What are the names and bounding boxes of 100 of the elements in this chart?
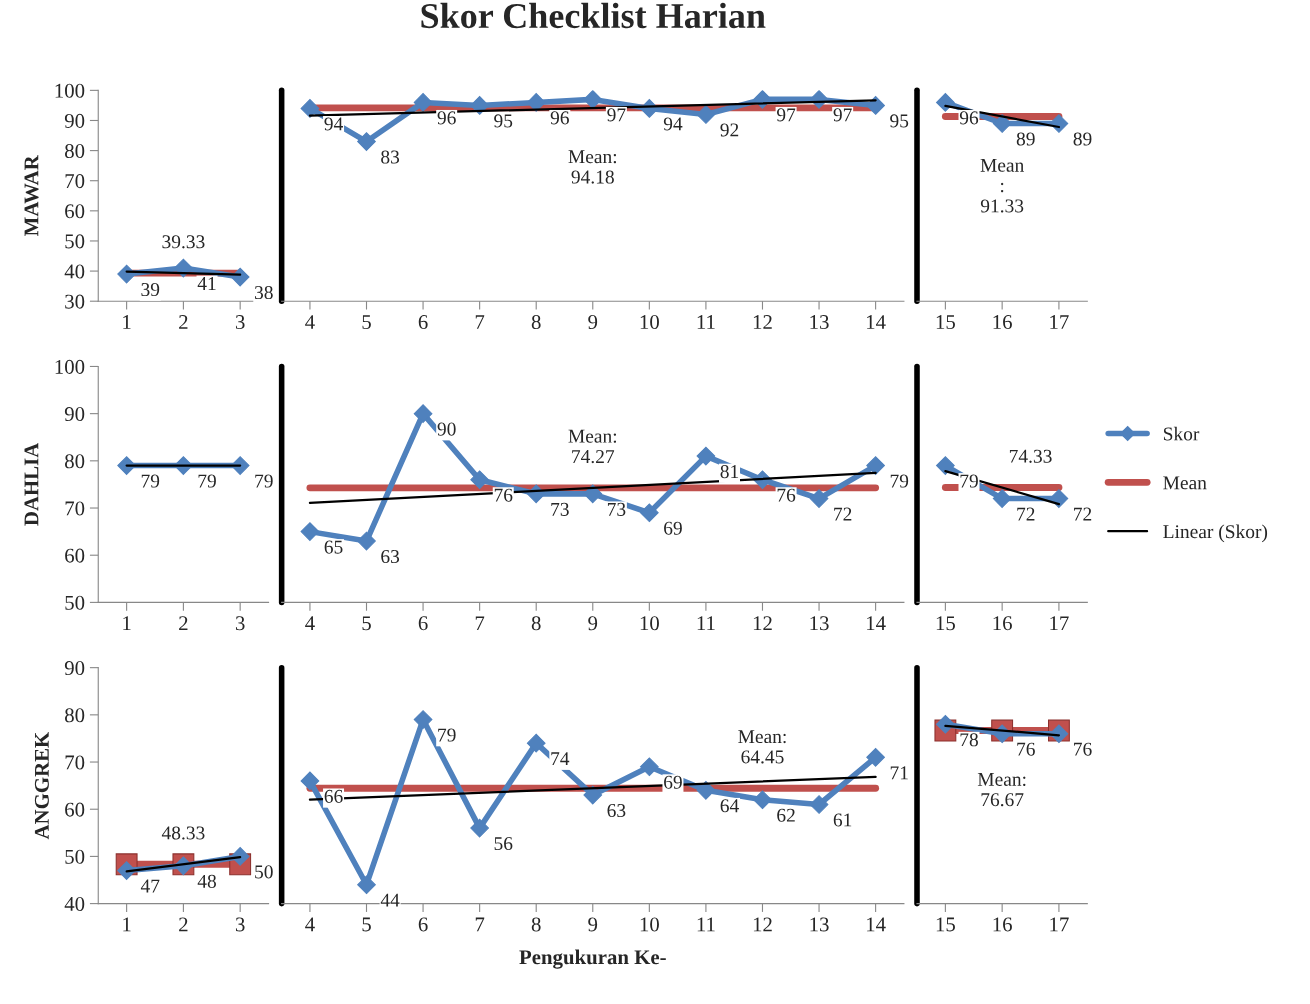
- data-label: 76: [494, 488, 513, 502]
- x-tick-label: 13: [810, 616, 829, 631]
- x-tick-label: 11: [697, 315, 715, 329]
- x-tick-label: 6: [418, 917, 428, 932]
- annotation: Mean: 74.27: [568, 429, 617, 464]
- y-tick-label: 70: [65, 755, 85, 770]
- data-label: 38: [254, 286, 273, 300]
- data-label: 63: [607, 804, 626, 818]
- x-tick-label: 17: [1050, 315, 1069, 329]
- data-label: 69: [664, 775, 682, 789]
- x-tick-label: 9: [588, 315, 598, 330]
- chart-title: Skor Checklist Harian: [421, 2, 766, 29]
- x-tick-label: 11: [697, 917, 715, 932]
- data-label: 83: [381, 150, 400, 164]
- y-tick-label: 80: [65, 708, 85, 723]
- data-label: 81: [720, 465, 739, 479]
- data-label: 76: [1074, 742, 1092, 756]
- x-tick-label: 2: [179, 315, 188, 329]
- x-tick-label: 16: [993, 616, 1012, 631]
- data-label: 89: [1016, 132, 1035, 146]
- x-tick-label: 7: [475, 315, 485, 329]
- y-tick-label: 100: [55, 83, 85, 98]
- data-label: 73: [607, 502, 626, 516]
- x-tick-label: 2: [179, 616, 188, 631]
- data-label: 74: [551, 752, 570, 765]
- data-label: 79: [438, 728, 456, 742]
- data-label: 97: [776, 108, 796, 122]
- annotation: Mean: 64.45: [738, 730, 786, 764]
- x-tick-label: 4: [305, 315, 315, 329]
- data-label: 65: [324, 540, 343, 554]
- x-tick-label: 2: [179, 917, 188, 932]
- x-tick-label: 9: [588, 616, 598, 631]
- data-label: 79: [960, 474, 978, 488]
- x-tick-label: 14: [867, 616, 886, 631]
- x-tick-label: 16: [993, 917, 1012, 932]
- x-tick-label: 3: [235, 315, 245, 330]
- x-tick-label: 12: [753, 616, 772, 631]
- y-tick-label: 60: [65, 548, 85, 563]
- data-label: 79: [255, 474, 273, 488]
- x-tick-label: 8: [531, 616, 541, 631]
- data-label: 92: [720, 123, 739, 137]
- data-label: 76: [777, 488, 796, 502]
- annotation: Mean: 76.67: [977, 772, 1026, 807]
- y-tick-label: 30: [65, 294, 85, 309]
- x-tick-label: 17: [1050, 917, 1069, 932]
- x-tick-label: 10: [640, 616, 659, 631]
- data-label: 72: [834, 507, 852, 521]
- data-label: 97: [607, 108, 626, 122]
- y-tick-label: 90: [64, 661, 85, 676]
- data-label: 72: [1074, 507, 1092, 521]
- data-label: 79: [198, 474, 216, 488]
- y-tick-label: 80: [65, 143, 85, 159]
- data-label: 79: [890, 474, 909, 488]
- data-label: 73: [551, 502, 569, 516]
- x-tick-label: 11: [697, 616, 715, 631]
- x-tick-label: 1: [123, 917, 131, 932]
- data-label: 44: [380, 893, 400, 907]
- y-tick-label: 90: [64, 113, 85, 128]
- y-tick-label: 70: [65, 174, 85, 189]
- x-tick-label: 1: [123, 616, 131, 631]
- annotation: 39.33: [162, 235, 205, 249]
- data-label: 79: [141, 474, 160, 488]
- x-tick-label: 8: [531, 315, 541, 330]
- y-axis-title: ANGGREK: [34, 731, 49, 840]
- data-label: 76: [1017, 742, 1035, 756]
- x-tick-label: 6: [418, 315, 428, 330]
- x-axis-title: Pengukuran Ke-: [519, 949, 666, 969]
- data-label: 97: [833, 108, 852, 122]
- x-tick-label: 7: [475, 917, 485, 932]
- data-label: 41: [197, 277, 216, 290]
- y-tick-label: 60: [65, 204, 85, 219]
- y-tick-label: 50: [65, 234, 85, 249]
- data-label: 39: [141, 283, 160, 297]
- x-tick-label: 5: [362, 917, 371, 932]
- y-tick-label: 40: [64, 896, 85, 912]
- x-tick-label: 15: [936, 315, 955, 330]
- x-tick-label: 15: [936, 917, 955, 932]
- x-tick-label: 14: [867, 315, 886, 329]
- data-label: 56: [494, 837, 513, 851]
- x-tick-label: 17: [1050, 616, 1069, 631]
- legend-label: Mean: [1163, 476, 1207, 490]
- data-label: 89: [1073, 132, 1092, 146]
- y-tick-label: 80: [65, 454, 85, 469]
- x-tick-label: 13: [810, 315, 829, 330]
- data-label: 66: [324, 789, 343, 803]
- x-tick-label: 10: [640, 315, 659, 330]
- data-label: 96: [959, 111, 979, 125]
- data-label: 94: [324, 117, 343, 131]
- annotation: Mean : 91.33: [980, 158, 1024, 213]
- legend-label: Skor: [1163, 426, 1200, 441]
- x-tick-label: 1: [123, 315, 131, 329]
- x-tick-label: 12: [753, 917, 772, 932]
- y-tick-label: 40: [64, 264, 85, 279]
- x-tick-label: 13: [810, 917, 829, 932]
- x-tick-label: 3: [235, 616, 245, 631]
- x-tick-label: 12: [753, 315, 772, 329]
- data-label: 69: [664, 521, 682, 535]
- annotation: Mean: 94.18: [568, 150, 617, 184]
- data-label: 95: [494, 114, 513, 128]
- data-label: 72: [1017, 507, 1035, 521]
